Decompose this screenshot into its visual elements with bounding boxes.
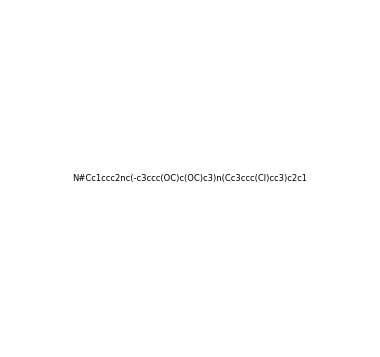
Text: N#Cc1ccc2nc(-c3ccc(OC)c(OC)c3)n(Cc3ccc(Cl)cc3)c2c1: N#Cc1ccc2nc(-c3ccc(OC)c(OC)c3)n(Cc3ccc(C… bbox=[73, 175, 307, 183]
